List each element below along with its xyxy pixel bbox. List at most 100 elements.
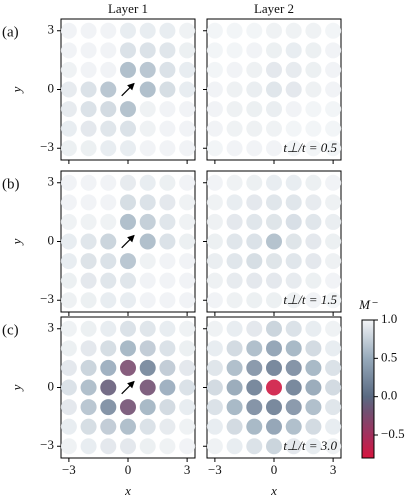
site [206, 42, 223, 59]
site [179, 253, 196, 270]
site [325, 22, 342, 39]
site [266, 253, 282, 270]
site [226, 22, 243, 39]
site [179, 194, 196, 211]
site [159, 61, 176, 78]
colorbar-tick-label: −0.5 [381, 426, 405, 441]
site [139, 22, 156, 39]
site [159, 22, 176, 39]
site [226, 253, 243, 270]
site [206, 194, 223, 211]
site [139, 320, 156, 337]
site [266, 292, 282, 309]
site [120, 22, 136, 39]
site [325, 101, 342, 118]
site [179, 340, 196, 357]
impurity-arrow [121, 234, 135, 249]
site [179, 22, 196, 39]
site [305, 42, 322, 59]
site [120, 194, 136, 211]
site [100, 292, 117, 309]
colorbar-tick-label: 0.5 [381, 349, 397, 364]
y-tick-label: 0 [48, 378, 55, 393]
site [325, 438, 342, 455]
site [226, 418, 243, 435]
site [60, 61, 77, 78]
impurity-arrow [121, 82, 135, 97]
site [285, 379, 302, 396]
site [325, 81, 342, 98]
site [266, 120, 282, 137]
site [100, 174, 117, 191]
site [266, 340, 282, 357]
site [80, 340, 97, 357]
site [325, 42, 342, 59]
panel-label: (b) [2, 176, 20, 192]
site [159, 42, 176, 59]
site [246, 120, 263, 137]
site [159, 101, 176, 118]
site [80, 61, 97, 78]
site [60, 120, 77, 137]
site [120, 140, 136, 157]
site [226, 340, 243, 357]
site [246, 101, 263, 118]
site [325, 418, 342, 435]
site [226, 438, 243, 455]
site [266, 233, 282, 250]
site [305, 272, 322, 289]
site [246, 320, 263, 337]
site [60, 194, 77, 211]
site [266, 101, 282, 118]
site [120, 213, 136, 230]
site [60, 359, 77, 376]
y-tick-label: 0 [48, 232, 55, 247]
site [305, 253, 322, 270]
site [120, 120, 136, 137]
site [60, 140, 77, 157]
site [266, 42, 282, 59]
site [206, 101, 223, 118]
site [285, 233, 302, 250]
site [305, 194, 322, 211]
site [285, 61, 302, 78]
site [120, 320, 136, 337]
site [80, 81, 97, 98]
site [179, 320, 196, 337]
site [246, 174, 263, 191]
site [206, 213, 223, 230]
site [226, 359, 243, 376]
site [139, 81, 156, 98]
site [179, 399, 196, 416]
site [60, 418, 77, 435]
site [159, 120, 176, 137]
x-tick-label: 0 [125, 462, 132, 477]
y-axis-label: y [9, 86, 24, 94]
site [226, 61, 243, 78]
site [139, 399, 156, 416]
site [285, 22, 302, 39]
site [159, 359, 176, 376]
site [60, 253, 77, 270]
site [266, 272, 282, 289]
site [266, 379, 282, 396]
site [139, 253, 156, 270]
site [159, 292, 176, 309]
site [285, 174, 302, 191]
site [246, 22, 263, 39]
site [139, 379, 156, 396]
site [305, 418, 322, 435]
site [266, 61, 282, 78]
site [100, 233, 117, 250]
site [179, 61, 196, 78]
site [100, 399, 117, 416]
site [305, 120, 322, 137]
x-tick-label: 3 [330, 462, 337, 477]
site [226, 292, 243, 309]
site [226, 174, 243, 191]
site [100, 340, 117, 357]
site [100, 272, 117, 289]
site [226, 81, 243, 98]
site [325, 61, 342, 78]
site [60, 340, 77, 357]
